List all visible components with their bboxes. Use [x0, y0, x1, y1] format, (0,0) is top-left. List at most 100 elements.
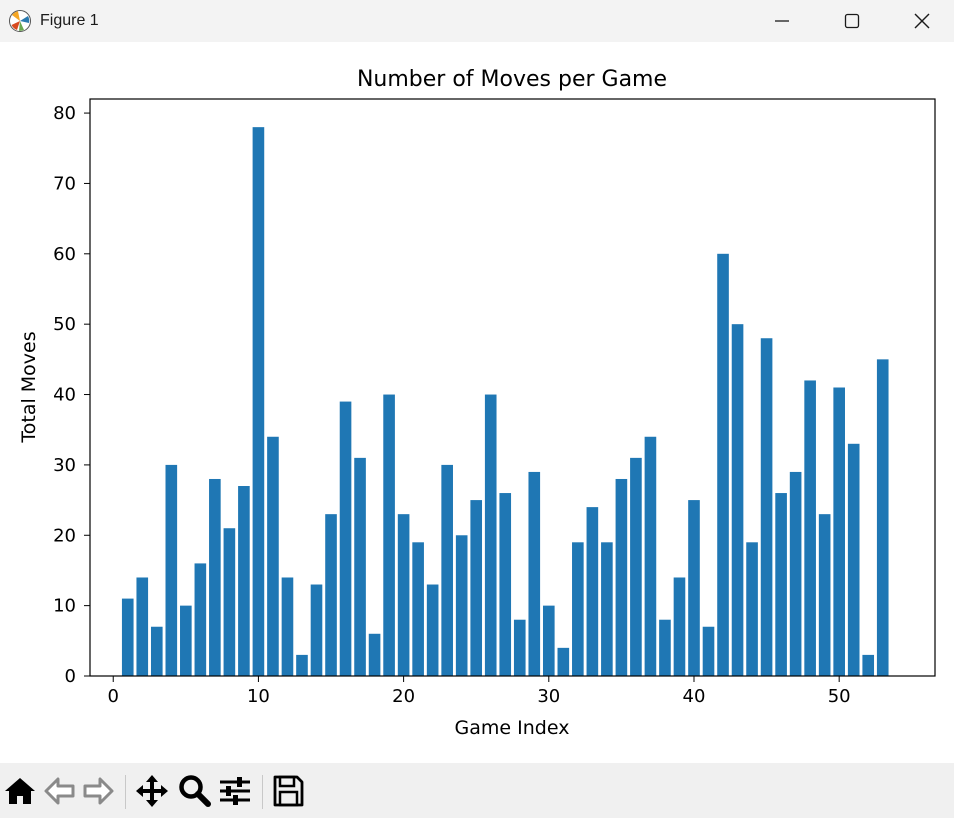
bar-game-10 [253, 127, 265, 676]
window-titlebar: Figure 1 [0, 0, 954, 42]
bar-game-49 [819, 514, 831, 676]
bar-game-35 [616, 479, 628, 676]
bar-game-22 [427, 585, 439, 676]
bar-game-14 [311, 585, 323, 676]
home-icon [2, 773, 38, 809]
bars-group [122, 127, 889, 676]
x-tick-label: 50 [828, 686, 851, 707]
bar-game-12 [282, 577, 294, 676]
close-button[interactable] [887, 0, 954, 42]
figure-canvas: Number of Moves per Game 0 10 20 30 40 50 0 10… [0, 42, 954, 763]
x-axis-ticks: 0 10 20 30 40 50 [108, 676, 851, 707]
bar-game-3 [151, 627, 163, 676]
zoom-button[interactable] [176, 773, 212, 809]
bar-game-15 [325, 514, 337, 676]
y-tick-label: 10 [53, 596, 76, 617]
bar-game-44 [746, 542, 758, 676]
bar-game-26 [485, 395, 497, 676]
forward-arrow-icon [80, 773, 116, 809]
back-button[interactable] [42, 773, 78, 809]
y-tick-label: 60 [53, 244, 76, 265]
bar-game-8 [224, 528, 236, 676]
y-axis-ticks: 0 10 20 30 40 50 60 70 80 [53, 103, 90, 687]
forward-button[interactable] [80, 773, 116, 809]
bar-game-46 [775, 493, 787, 676]
x-tick-label: 0 [108, 686, 119, 707]
bar-game-52 [862, 655, 874, 676]
bar-game-25 [470, 500, 482, 676]
bar-game-38 [659, 620, 671, 676]
bar-game-43 [732, 324, 744, 676]
bar-game-36 [630, 458, 642, 676]
x-tick-label: 20 [392, 686, 415, 707]
close-icon [913, 12, 931, 30]
home-button[interactable] [2, 773, 38, 809]
bar-game-23 [441, 465, 453, 676]
bar-game-13 [296, 655, 308, 676]
bar-game-41 [703, 627, 715, 676]
y-tick-label: 30 [53, 455, 76, 476]
bar-game-27 [499, 493, 511, 676]
x-axis-label: Game Index [455, 717, 570, 739]
bar-game-1 [122, 599, 134, 676]
toolbar-separator [125, 775, 126, 809]
bar-game-2 [136, 577, 148, 676]
window-title: Figure 1 [40, 12, 99, 30]
bar-game-7 [209, 479, 221, 676]
bar-game-48 [804, 380, 816, 676]
bar-game-30 [543, 606, 555, 676]
bar-game-20 [398, 514, 410, 676]
bar-game-5 [180, 606, 192, 676]
y-tick-label: 70 [53, 173, 76, 194]
bar-game-6 [195, 563, 207, 676]
navigation-toolbar [0, 763, 954, 818]
bar-game-21 [412, 542, 424, 676]
bar-game-24 [456, 535, 468, 676]
chart-title: Number of Moves per Game [357, 67, 667, 92]
bar-game-18 [369, 634, 381, 676]
bar-game-37 [645, 437, 657, 676]
bar-game-47 [790, 472, 802, 676]
configure-subplots-icon [217, 773, 253, 809]
matplotlib-icon [8, 9, 32, 33]
maximize-button[interactable] [817, 0, 887, 42]
bar-game-45 [761, 338, 773, 676]
y-tick-label: 50 [53, 314, 76, 335]
y-tick-label: 20 [53, 525, 76, 546]
toolbar-separator [262, 775, 263, 809]
bar-game-40 [688, 500, 700, 676]
bar-game-19 [383, 395, 395, 676]
minimize-button[interactable] [747, 0, 817, 42]
bar-game-50 [833, 388, 845, 677]
bar-game-34 [601, 542, 613, 676]
minimize-icon [773, 12, 791, 30]
bar-game-39 [674, 577, 686, 676]
x-tick-label: 10 [247, 686, 270, 707]
y-axis-label: Total Moves [18, 331, 40, 443]
y-tick-label: 0 [65, 666, 76, 687]
x-tick-label: 40 [683, 686, 706, 707]
bar-game-42 [717, 254, 729, 676]
pan-button[interactable] [134, 773, 170, 809]
back-arrow-icon [42, 773, 78, 809]
bar-game-11 [267, 437, 279, 676]
bar-game-17 [354, 458, 366, 676]
x-tick-label: 30 [537, 686, 560, 707]
pan-move-icon [134, 773, 170, 809]
configure-subplots-button[interactable] [217, 773, 253, 809]
bar-game-31 [558, 648, 570, 676]
maximize-icon [843, 12, 861, 30]
save-floppy-icon [270, 773, 306, 809]
bar-game-16 [340, 402, 352, 676]
bar-game-29 [528, 472, 540, 676]
bar-game-53 [877, 359, 889, 676]
bar-game-4 [166, 465, 178, 676]
save-button[interactable] [270, 773, 306, 809]
bar-chart: Number of Moves per Game 0 10 20 30 40 50 0 10… [0, 42, 954, 763]
y-tick-label: 80 [53, 103, 76, 124]
y-tick-label: 40 [53, 385, 76, 406]
bar-game-28 [514, 620, 526, 676]
bar-game-51 [848, 444, 860, 676]
bar-game-9 [238, 486, 250, 676]
bar-game-32 [572, 542, 584, 676]
